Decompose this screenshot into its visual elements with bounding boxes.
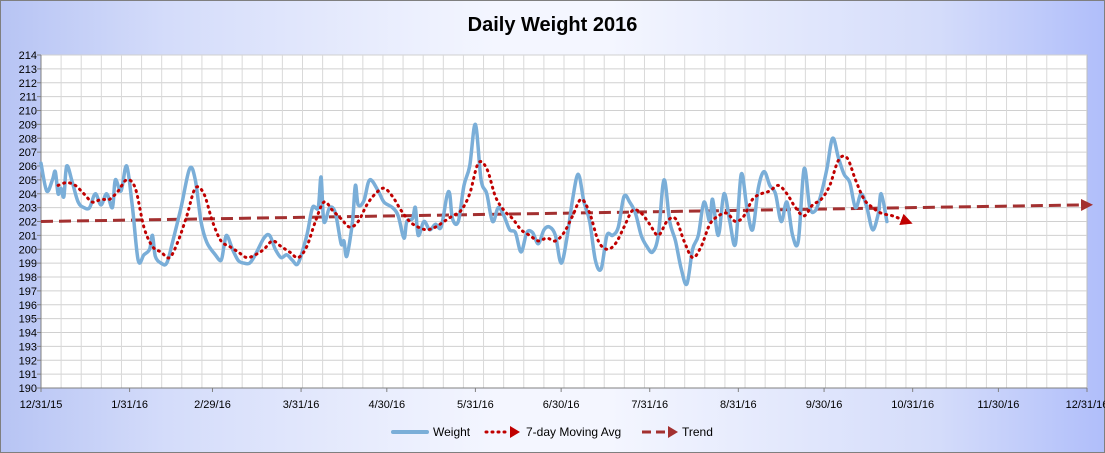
series-line-trend [40, 198, 1093, 223]
legend-label: Weight [433, 425, 471, 439]
series-line-moving-avg [56, 154, 913, 260]
y-tick-label: 213 [19, 64, 37, 76]
x-tick-label: 1/31/16 [111, 399, 148, 411]
y-tick-label: 197 [19, 286, 37, 298]
x-tick-label: 10/31/16 [891, 399, 934, 411]
y-tick-label: 194 [19, 328, 37, 340]
y-tick-label: 191 [19, 369, 37, 381]
y-tick-label: 192 [19, 355, 37, 367]
y-tick-label: 199 [19, 258, 37, 270]
x-tick-label: 5/31/16 [457, 399, 494, 411]
legend-item: Weight [391, 425, 471, 439]
x-tick-label: 12/31/15 [20, 399, 63, 411]
y-tick-label: 205 [19, 175, 37, 187]
x-tick-label: 11/30/16 [977, 399, 1019, 411]
legend-item: 7-day Moving Avg [484, 425, 621, 439]
y-tick-label: 204 [19, 189, 37, 201]
x-tick-label: 9/30/16 [806, 399, 843, 411]
y-tick-label: 198 [19, 272, 37, 284]
y-tick-label: 212 [19, 78, 37, 90]
legend: Weight 7-day Moving Avg Trend [391, 425, 713, 439]
y-tick-label: 206 [19, 161, 37, 173]
y-tick-label: 211 [19, 92, 37, 104]
x-tick-label: 4/30/16 [368, 399, 405, 411]
x-tick-label: 6/30/16 [543, 399, 580, 411]
y-tick-label: 202 [19, 217, 37, 229]
series-line-weight [39, 122, 889, 287]
y-tick-label: 196 [19, 300, 37, 312]
y-tick-label: 203 [19, 203, 37, 215]
x-tick-label: 7/31/16 [631, 399, 668, 411]
x-tick-label: 2/29/16 [194, 399, 231, 411]
legend-arrow [668, 426, 678, 438]
series-layer [39, 122, 1093, 287]
chart-title: Daily Weight 2016 [467, 14, 638, 36]
y-tick-label: 207 [19, 147, 37, 159]
x-tick-label: 12/31/16 [1066, 399, 1105, 411]
y-tick-label: 195 [19, 314, 37, 326]
y-tick-label: 210 [19, 106, 37, 118]
y-tick-label: 214 [19, 50, 37, 62]
legend-arrow [510, 426, 520, 438]
y-tick-label: 201 [19, 230, 37, 242]
y-tick-label: 190 [19, 383, 37, 395]
y-tick-label: 200 [19, 244, 37, 256]
legend-item: Trend [642, 425, 713, 439]
x-tick-label: 8/31/16 [720, 399, 757, 411]
y-tick-label: 209 [19, 119, 37, 131]
y-tick-label: 208 [19, 133, 37, 145]
y-tick-label: 193 [19, 341, 37, 353]
legend-label: Trend [682, 425, 713, 439]
legend-label: 7-day Moving Avg [526, 425, 621, 439]
x-tick-label: 3/31/16 [283, 399, 320, 411]
